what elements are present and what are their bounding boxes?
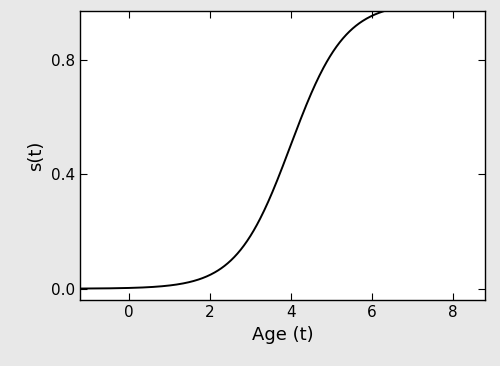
Y-axis label: s(t): s(t): [28, 141, 46, 171]
X-axis label: Age (t): Age (t): [252, 325, 314, 344]
